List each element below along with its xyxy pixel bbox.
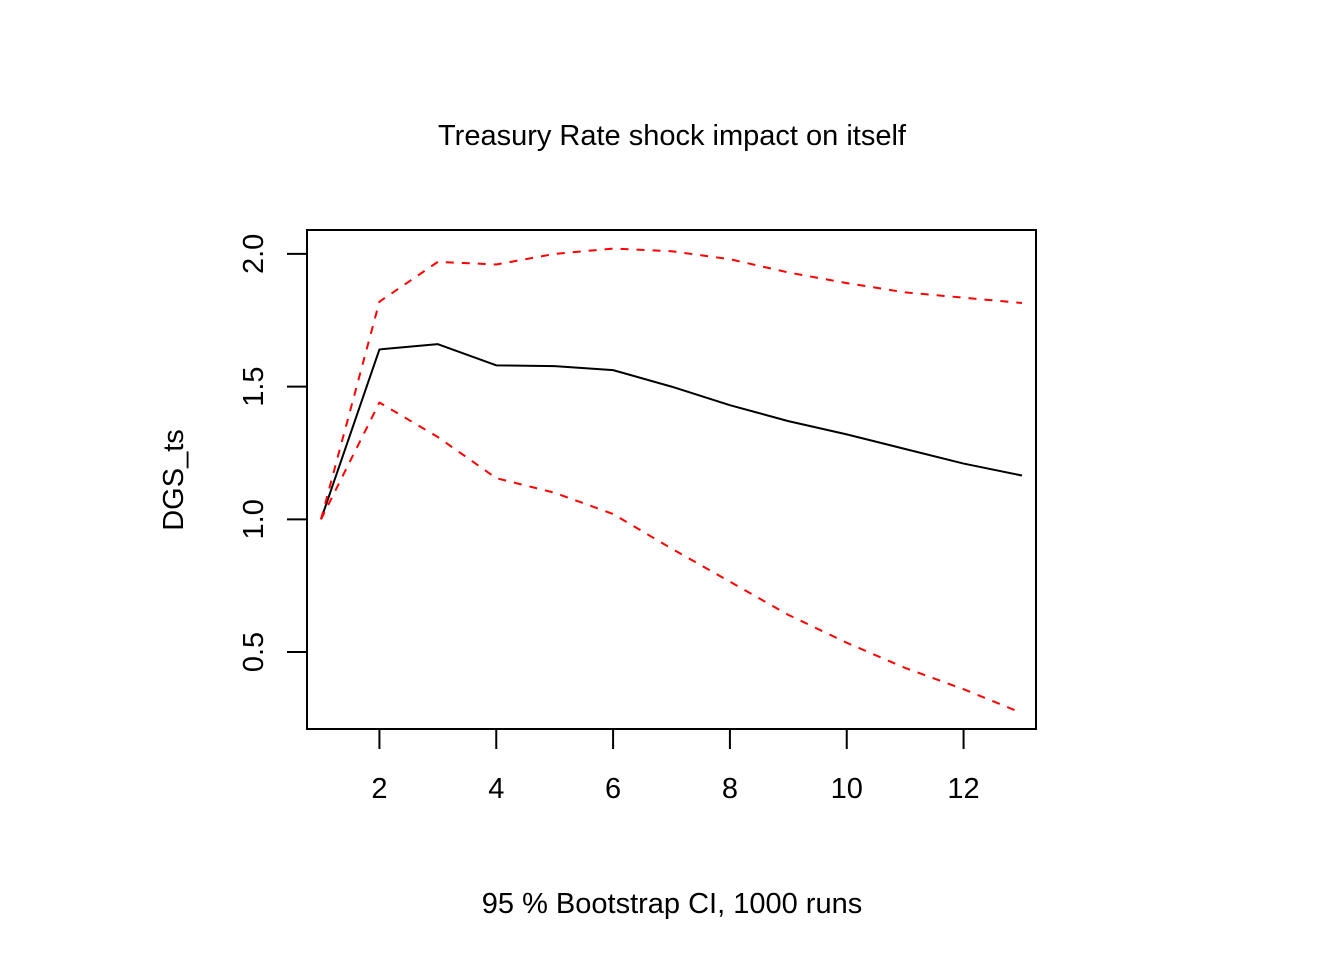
plot-frame xyxy=(306,229,1037,730)
series-layer xyxy=(320,247,1023,715)
x-tick-label: 2 xyxy=(371,773,387,805)
y-tick-label: 0.5 xyxy=(238,632,270,672)
x-tick-label: 6 xyxy=(605,773,621,805)
x-tick-label: 8 xyxy=(722,773,738,805)
x-axis-label: 95 % Bootstrap CI, 1000 runs xyxy=(482,888,862,920)
y-tick-label: 1.0 xyxy=(238,499,270,539)
y-tick-label: 1.5 xyxy=(238,366,270,406)
x-tick-label: 12 xyxy=(947,773,979,805)
y-axis-label: DGS_ts xyxy=(158,429,190,531)
x-axis: 2 4 6 8 10 12 xyxy=(371,728,980,805)
y-tick-label: 2.0 xyxy=(238,234,270,274)
chart-title: Treasury Rate shock impact on itself xyxy=(438,120,907,152)
x-tick-label: 4 xyxy=(488,773,504,805)
y-axis: 0.5 1.0 1.5 2.0 xyxy=(238,234,308,672)
series-line-upper-ci xyxy=(320,247,1023,520)
series-line-estimate xyxy=(320,343,1023,520)
series-line-lower-ci xyxy=(320,401,1023,715)
x-tick-label: 10 xyxy=(831,773,863,805)
